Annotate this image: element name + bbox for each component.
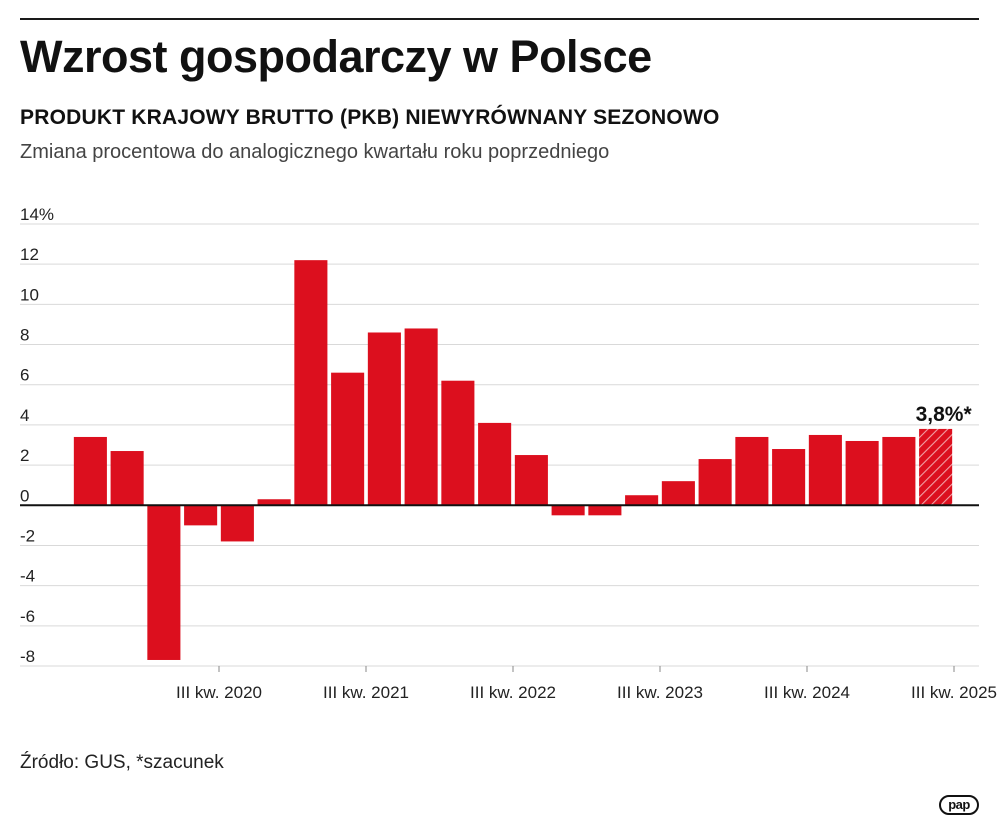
x-tick-label: III kw. 2022 bbox=[470, 683, 556, 702]
x-tick-label: III kw. 2023 bbox=[617, 683, 703, 702]
bar bbox=[772, 449, 806, 506]
annotations: 3,8%* bbox=[916, 403, 973, 426]
pap-logo: pap bbox=[939, 795, 979, 815]
bar bbox=[110, 451, 144, 506]
estimate-bar bbox=[919, 428, 953, 506]
bar bbox=[184, 505, 218, 526]
bar bbox=[698, 459, 732, 506]
y-tick-label: 10 bbox=[20, 285, 39, 304]
bar bbox=[441, 380, 475, 506]
bar bbox=[882, 436, 916, 506]
bar bbox=[478, 422, 512, 506]
bar bbox=[220, 505, 254, 542]
y-tick-label: -8 bbox=[20, 647, 35, 666]
y-tick-label: 12 bbox=[20, 245, 39, 264]
bar bbox=[845, 440, 879, 506]
bar bbox=[147, 505, 181, 660]
bar bbox=[514, 455, 548, 506]
x-tick-label: III kw. 2025 bbox=[911, 683, 997, 702]
chart-subtitle: PRODUKT KRAJOWY BRUTTO (PKB) NIEWYRÓWNAN… bbox=[20, 106, 720, 129]
bar bbox=[73, 436, 107, 506]
bar bbox=[588, 505, 622, 516]
bars bbox=[73, 260, 953, 660]
x-tick-label: III kw. 2020 bbox=[176, 683, 262, 702]
y-tick-label: -6 bbox=[20, 607, 35, 626]
bar bbox=[294, 260, 328, 506]
x-axis-ticks: III kw. 2020 III kw. 2021 III kw. 2022 III … bbox=[176, 666, 997, 702]
bar bbox=[625, 495, 659, 506]
y-tick-label: 0 bbox=[20, 486, 29, 505]
y-tick-label: 2 bbox=[20, 446, 29, 465]
x-tick-label: III kw. 2024 bbox=[764, 683, 850, 702]
bar bbox=[367, 332, 401, 506]
y-tick-label: -4 bbox=[20, 567, 35, 586]
top-rule bbox=[20, 18, 979, 20]
bar bbox=[661, 481, 695, 506]
chart-description: Zmiana procentowa do analogicznego kwart… bbox=[20, 141, 610, 163]
bar bbox=[551, 505, 585, 516]
data-label: 3,8%* bbox=[916, 403, 973, 426]
bar bbox=[331, 372, 365, 506]
bar bbox=[257, 499, 291, 506]
x-tick-label: III kw. 2021 bbox=[323, 683, 409, 702]
y-tick-label: 4 bbox=[20, 406, 29, 425]
y-tick-label: -2 bbox=[20, 526, 35, 545]
bar bbox=[404, 328, 438, 506]
y-axis-ticks: 14% 12 10 8 6 4 2 0 -2 -4 -6 -8 bbox=[20, 205, 54, 666]
page-title: Wzrost gospodarczy w Polsce bbox=[20, 31, 652, 82]
bar bbox=[735, 436, 769, 506]
y-tick-label: 6 bbox=[20, 366, 29, 385]
source-note: Źródło: GUS, *szacunek bbox=[20, 752, 224, 773]
y-tick-label: 8 bbox=[20, 326, 29, 345]
bar bbox=[808, 434, 842, 506]
y-tick-label: 14% bbox=[20, 205, 54, 224]
